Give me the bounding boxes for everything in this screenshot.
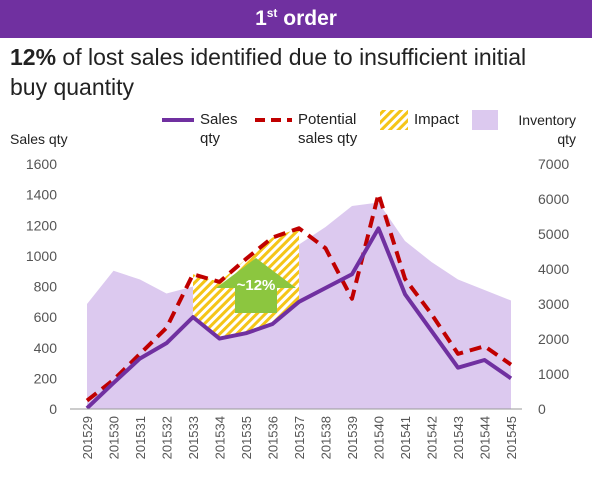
left-tick-label: 1200: [26, 217, 57, 233]
headline-line1: of lost sales identified due to insuffic…: [56, 44, 527, 70]
left-tick-label: 1000: [26, 248, 57, 264]
left-axis-title: Sales qty: [10, 131, 68, 147]
legend-sales-label-1: Sales: [200, 111, 238, 128]
inventory-area: [87, 202, 511, 409]
right-tick-label: 5000: [538, 226, 569, 242]
right-tick-label: 2000: [538, 331, 569, 347]
x-tick-label: 201541: [398, 416, 413, 459]
impact-arrow-icon: [216, 258, 296, 313]
x-tick-label: 201544: [478, 416, 493, 459]
x-tick-label: 201543: [451, 416, 466, 459]
left-tick-label: 800: [34, 279, 58, 295]
right-tick-label: 1000: [538, 366, 569, 382]
x-tick-label: 201533: [186, 416, 201, 459]
right-tick-label: 6000: [538, 191, 569, 207]
x-tick-label: 201542: [425, 416, 440, 459]
banner-superscript: st: [266, 6, 278, 20]
x-tick-label: 201539: [345, 416, 360, 459]
headline: 12% of lost sales identified due to insu…: [10, 42, 585, 102]
headline-highlight: 12%: [10, 44, 57, 70]
impact-callout-label: ~12%: [237, 277, 276, 294]
x-tick-label: 201534: [213, 416, 228, 459]
x-tick-label: 201530: [107, 416, 122, 459]
banner-number: 1: [255, 7, 267, 30]
x-tick-label: 201535: [239, 416, 254, 459]
x-tick-label: 201538: [319, 416, 334, 459]
right-axis-title-line2: qty: [557, 131, 576, 147]
legend-impact-swatch: [380, 110, 408, 130]
left-tick-label: 200: [34, 370, 58, 386]
x-tick-label: 201536: [266, 416, 281, 459]
right-tick-label: 3000: [538, 296, 569, 312]
potential-sales-line: [85, 191, 513, 403]
right-tick-label: 7000: [538, 156, 569, 172]
right-axis-title-line1: Inventory: [518, 112, 576, 128]
banner-text: order: [277, 7, 337, 30]
legend-inventory-swatch: [472, 110, 498, 130]
left-tick-label: 1600: [26, 156, 57, 172]
legend-potential-label-1: Potential: [298, 111, 356, 128]
left-tick-label: 400: [34, 340, 58, 356]
headline-line2: buy quantity: [10, 74, 135, 100]
legend-sales-label-2: qty: [200, 130, 221, 147]
x-tick-label: 201540: [372, 416, 387, 459]
x-tick-label: 201532: [160, 416, 175, 459]
x-tick-label: 201545: [504, 416, 519, 459]
x-tick-label: 201537: [292, 416, 307, 459]
header-banner: 1st order: [0, 0, 592, 38]
x-tick-label: 201529: [80, 416, 95, 459]
left-tick-label: 600: [34, 309, 58, 325]
x-tick-label: 201531: [133, 416, 148, 459]
legend-impact-label: Impact: [414, 111, 460, 128]
right-tick-label: 0: [538, 401, 546, 417]
right-tick-label: 4000: [538, 261, 569, 277]
left-tick-label: 1400: [26, 187, 57, 203]
left-tick-label: 0: [49, 401, 57, 417]
sales-line: [85, 226, 513, 410]
legend-potential-label-2: sales qty: [298, 130, 358, 147]
